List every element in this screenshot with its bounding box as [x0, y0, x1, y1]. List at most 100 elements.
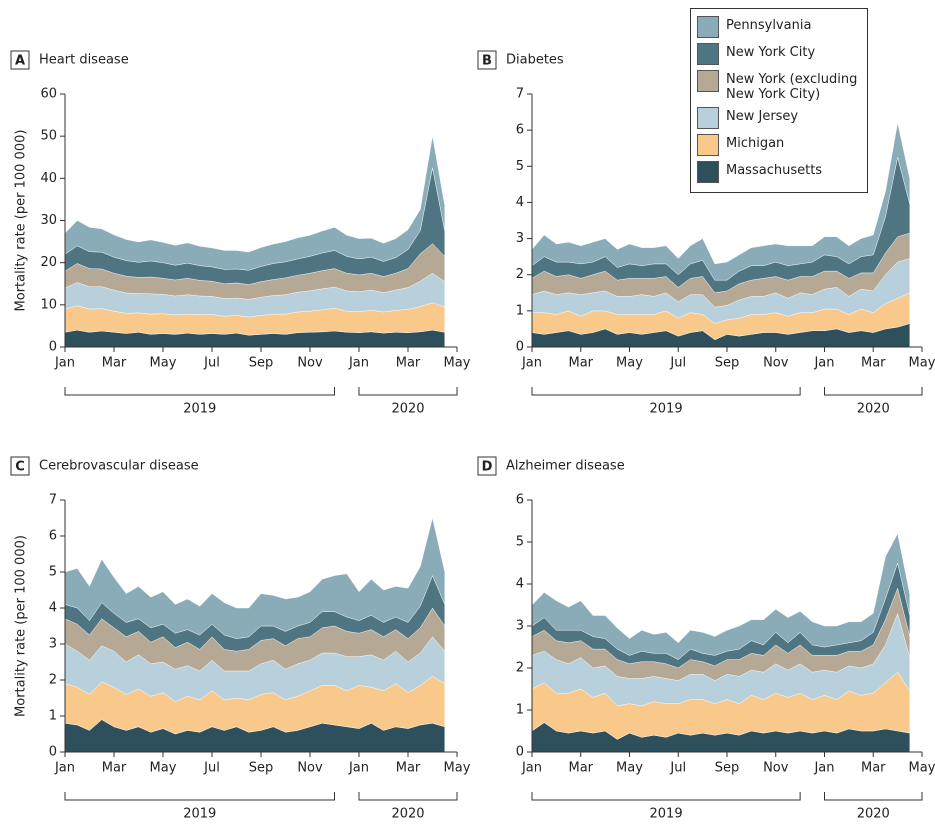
year-bracket: [824, 387, 923, 396]
x-tick-label: Nov: [297, 761, 323, 776]
x-tick-label: Jan: [54, 761, 75, 776]
panel-title: Alzheimer disease: [506, 459, 625, 474]
x-tick-label: Jul: [203, 356, 220, 371]
x-tick-label: Jul: [669, 761, 686, 776]
panel-title: Diabetes: [506, 53, 564, 68]
legend-entry: New Jersey: [697, 107, 861, 129]
x-tick-label: Mar: [396, 356, 421, 371]
panel-letter-box: [10, 50, 30, 70]
x-tick-label: Nov: [763, 356, 789, 371]
legend: Pennsylvania New York City New York (exclu…: [690, 8, 868, 193]
x-tick-label: Mar: [568, 761, 593, 776]
y-tick-label: 5: [516, 159, 524, 174]
year-bracket: [64, 387, 335, 396]
legend-entry: New York City: [697, 43, 861, 65]
y-tick-label: 1: [49, 709, 57, 724]
legend-label: Pennsylvania: [726, 18, 812, 33]
x-tick-label: Sep: [249, 356, 274, 371]
year-bracket: [64, 792, 335, 801]
panel-title: Heart disease: [39, 53, 129, 68]
x-tick-label: Mar: [861, 761, 886, 776]
area: [64, 517, 445, 639]
y-tick-label: 6: [49, 529, 57, 544]
x-tick-label: Mar: [861, 356, 886, 371]
y-tick-label: 0: [516, 745, 524, 760]
legend-swatch: [697, 70, 719, 92]
year-bracket: [824, 792, 923, 801]
x-tick-label: Jul: [203, 761, 220, 776]
y-tick-label: 4: [516, 577, 524, 592]
y-tick-label: 4: [516, 195, 524, 210]
x-tick-label: May: [616, 761, 643, 776]
legend-label: New York City: [726, 45, 816, 60]
year-bracket: [358, 792, 458, 801]
x-tick-label: Nov: [297, 356, 323, 371]
x-tick-label: Sep: [715, 356, 740, 371]
x-tick-label: Mar: [102, 356, 127, 371]
legend-swatch: [697, 134, 719, 156]
y-tick-label: 40: [40, 171, 57, 186]
x-tick-label: May: [444, 356, 471, 371]
legend-entry: Pennsylvania: [697, 16, 861, 38]
y-tick-label: 10: [40, 297, 57, 312]
panel-letter-box: [10, 456, 30, 476]
legend-swatch: [697, 16, 719, 38]
year-label: 2019: [183, 807, 216, 822]
panel-letter: C: [15, 460, 25, 475]
year-bracket: [358, 387, 458, 396]
x-tick-label: Jan: [813, 356, 834, 371]
x-tick-label: Mar: [102, 761, 127, 776]
area: [531, 122, 911, 281]
y-tick-label: 50: [40, 129, 57, 144]
y-tick-label: 6: [516, 493, 524, 508]
y-tick-label: 2: [516, 661, 524, 676]
legend-swatch: [697, 43, 719, 65]
x-tick-label: May: [444, 761, 471, 776]
year-label: 2019: [650, 807, 683, 822]
year-label: 2019: [650, 402, 683, 417]
y-tick-label: 3: [516, 231, 524, 246]
x-tick-label: Sep: [715, 761, 740, 776]
y-tick-label: 30: [40, 213, 57, 228]
year-bracket: [531, 792, 801, 801]
x-tick-label: Jan: [521, 356, 542, 371]
y-tick-label: 0: [49, 745, 57, 760]
legend-entry: Massachusetts: [697, 161, 861, 183]
year-bracket: [531, 387, 801, 396]
y-tick-label: 2: [49, 673, 57, 688]
x-tick-label: May: [150, 761, 177, 776]
y-tick-label: 5: [516, 535, 524, 550]
x-tick-label: Jul: [669, 356, 686, 371]
panel-letter-box: [477, 456, 497, 476]
legend-label: New York (excluding New York City): [726, 72, 858, 102]
panel-title: Cerebrovascular disease: [39, 459, 199, 474]
y-axis-label: Mortality rate (per 100 000): [14, 535, 29, 717]
x-tick-label: Jan: [54, 356, 75, 371]
y-tick-label: 3: [49, 637, 57, 652]
y-tick-label: 1: [516, 703, 524, 718]
x-tick-label: May: [909, 356, 935, 371]
legend-swatch: [697, 107, 719, 129]
panel-letter: D: [482, 460, 493, 475]
x-tick-label: Mar: [568, 356, 593, 371]
x-tick-label: Jan: [348, 356, 369, 371]
y-tick-label: 5: [49, 565, 57, 580]
legend-entry: New York (excluding New York City): [697, 70, 861, 102]
y-tick-label: 0: [516, 340, 524, 355]
legend-label: Michigan: [726, 136, 785, 151]
legend-entry: Michigan: [697, 134, 861, 156]
x-tick-label: Nov: [763, 761, 789, 776]
x-tick-label: Jan: [521, 761, 542, 776]
y-tick-label: 1: [516, 303, 524, 318]
year-label: 2020: [857, 402, 890, 417]
year-label: 2020: [857, 807, 890, 822]
legend-label: Massachusetts: [726, 163, 823, 178]
y-axis-label: Mortality rate (per 100 000): [14, 130, 29, 312]
year-label: 2020: [391, 807, 424, 822]
x-tick-label: May: [909, 761, 935, 776]
panel-letter: A: [15, 54, 25, 69]
y-tick-label: 20: [40, 255, 57, 270]
x-tick-label: Sep: [249, 761, 274, 776]
y-tick-label: 6: [516, 123, 524, 138]
